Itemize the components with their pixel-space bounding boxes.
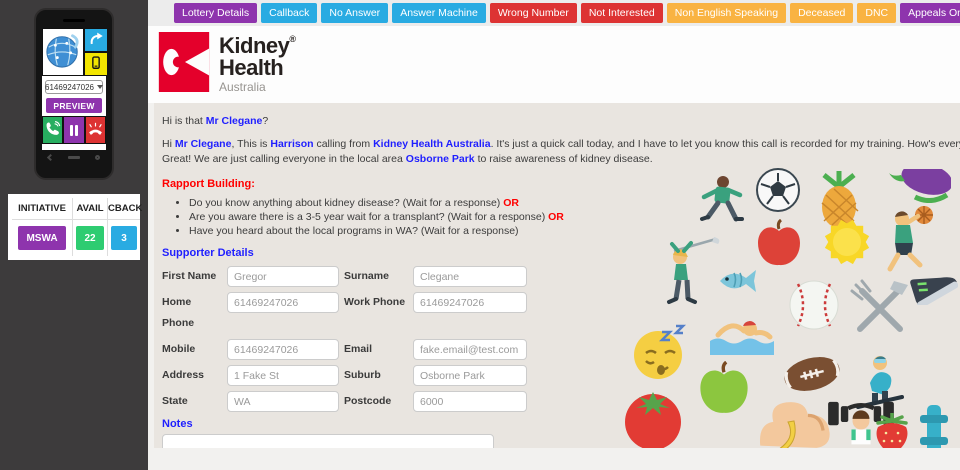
supporter-name: Mr Clegane	[174, 138, 232, 150]
green-apple-icon	[700, 361, 748, 413]
phone-search-icon[interactable]	[95, 155, 100, 160]
sneaker-icon	[910, 277, 958, 305]
not-interested-button[interactable]: Not Interested	[580, 3, 663, 23]
brand-header: Kidney® Health Australia $	[148, 26, 960, 103]
supporter-name: Mr Clegane	[205, 115, 263, 127]
work-phone-field[interactable]	[413, 292, 527, 313]
first-name-label: First Name	[162, 270, 217, 282]
baseball-icon	[789, 280, 839, 330]
rapport-bullet-list: Do you know anything about kidney diseas…	[162, 197, 960, 237]
football-icon	[784, 357, 840, 391]
suburb-name: Osborne Park	[405, 153, 475, 165]
notes-textarea[interactable]	[162, 434, 494, 448]
deceased-button[interactable]: Deceased	[790, 3, 854, 23]
lottery-details-button[interactable]: Lottery Details	[174, 3, 258, 23]
supporter-details-heading: Supporter Details	[162, 247, 254, 259]
avail-count-chip[interactable]: 22	[76, 226, 104, 250]
wrong-number-button[interactable]: Wrong Number	[489, 3, 577, 23]
phone-back-icon[interactable]	[46, 153, 55, 162]
non-english-speaking-button[interactable]: Non English Speaking	[666, 3, 787, 23]
phone-call-icon	[44, 120, 61, 140]
registered-mark: ®	[289, 34, 296, 44]
kidney-health-logo-icon	[158, 32, 210, 97]
address-field[interactable]	[227, 365, 339, 386]
main-area: Lottery Details Callback No Answer Answe…	[148, 0, 960, 470]
first-name-field[interactable]	[227, 266, 339, 287]
suburb-field[interactable]	[413, 365, 527, 386]
phone-home-icon[interactable]	[68, 156, 80, 159]
avail-header: AVAIL	[72, 198, 107, 220]
email-field[interactable]	[413, 339, 527, 360]
organisation-name: Kidney Health Australia	[373, 138, 491, 150]
appeals-only-button[interactable]: Appeals Only	[900, 3, 960, 23]
callback-count-chip[interactable]: 3	[111, 226, 137, 250]
rapport-bullet: Have you heard about the local programs …	[189, 225, 960, 237]
fish-icon	[720, 270, 756, 292]
softphone: 61469247026 PREVIEW	[34, 8, 114, 180]
initiative-chip[interactable]: MSWA	[18, 226, 66, 250]
rapport-bullet: Do you know anything about kidney diseas…	[189, 197, 960, 209]
surname-field[interactable]	[413, 266, 527, 287]
hangup-button[interactable]	[85, 117, 105, 143]
initiative-panel: INITIATIVE AVAIL CBACK MSWA 22 3	[8, 194, 142, 260]
home-phone-label: Home Phone	[162, 296, 195, 329]
dnc-button[interactable]: DNC	[857, 3, 897, 23]
cback-header: CBACK	[107, 198, 142, 220]
call-button[interactable]	[43, 117, 63, 143]
email-label: Email	[344, 343, 373, 355]
work-phone-label: Work Phone	[344, 296, 406, 308]
pause-icon	[69, 124, 73, 136]
caller-id-value: 61469247026	[45, 82, 94, 92]
suburb-label: Suburb	[344, 369, 381, 381]
postcode-label: Postcode	[344, 395, 392, 407]
phone-speaker	[63, 19, 85, 22]
sleepy-face-icon	[634, 324, 687, 379]
notes-heading: Notes	[162, 418, 193, 430]
script-area-line: Great! We are just calling everyone in t…	[162, 153, 653, 165]
initiative-header: INITIATIVE	[12, 198, 72, 220]
caller-id-select[interactable]: 61469247026	[45, 80, 103, 94]
preview-button[interactable]: PREVIEW	[46, 98, 102, 113]
outcome-toolbar: Lottery Details Callback No Answer Answe…	[148, 0, 960, 26]
knife-fork-icon	[850, 279, 908, 332]
transfer-button[interactable]	[85, 29, 107, 51]
brand-word3: Australia	[219, 80, 266, 94]
brand-word1: Kidney	[219, 33, 290, 58]
dialer-globe-tile	[43, 29, 83, 75]
phone-hangup-icon	[87, 120, 104, 140]
snowboarder-icon	[856, 356, 904, 409]
mobile-mode-button[interactable]	[85, 53, 107, 75]
brand-text: Kidney® Health Australia	[219, 33, 296, 95]
mobile-field[interactable]	[227, 339, 339, 360]
home-phone-field[interactable]	[227, 292, 339, 313]
footer-strip	[148, 448, 960, 470]
state-label: State	[162, 395, 188, 407]
supporter-details-form: First Name Surname Home Phone Work Phone…	[162, 266, 527, 412]
mobile-phone-icon	[89, 55, 103, 74]
answer-machine-button[interactable]: Answer Machine	[392, 3, 486, 23]
script-greeting-line: Hi Mr Clegane, This is Harrison calling …	[162, 138, 960, 150]
share-arrow-icon	[88, 31, 104, 49]
mobile-label: Mobile	[162, 343, 196, 355]
rapport-building-heading: Rapport Building:	[162, 178, 255, 190]
globe-icon	[44, 29, 82, 76]
address-label: Address	[162, 369, 205, 381]
rapport-bullet: Are you aware there is a 3-5 year wait f…	[189, 211, 960, 223]
script-content: Hi is that Mr Clegane? Hi Mr Clegane, Th…	[154, 103, 960, 448]
callback-button[interactable]: Callback	[261, 3, 318, 23]
softphone-screen: 61469247026 PREVIEW	[42, 28, 107, 150]
swimmer-icon	[710, 321, 774, 355]
postcode-field[interactable]	[413, 391, 527, 412]
state-field[interactable]	[227, 391, 339, 412]
surname-label: Surname	[344, 270, 389, 282]
chevron-down-icon	[96, 85, 103, 89]
no-answer-button[interactable]: No Answer	[321, 3, 389, 23]
script-ask-line: Hi is that Mr Clegane?	[162, 115, 269, 127]
agent-name: Harrison	[270, 138, 314, 150]
left-sidebar: 61469247026 PREVIEW	[0, 0, 148, 470]
pause-button[interactable]	[64, 117, 84, 143]
brand-word2: Health	[219, 55, 284, 80]
